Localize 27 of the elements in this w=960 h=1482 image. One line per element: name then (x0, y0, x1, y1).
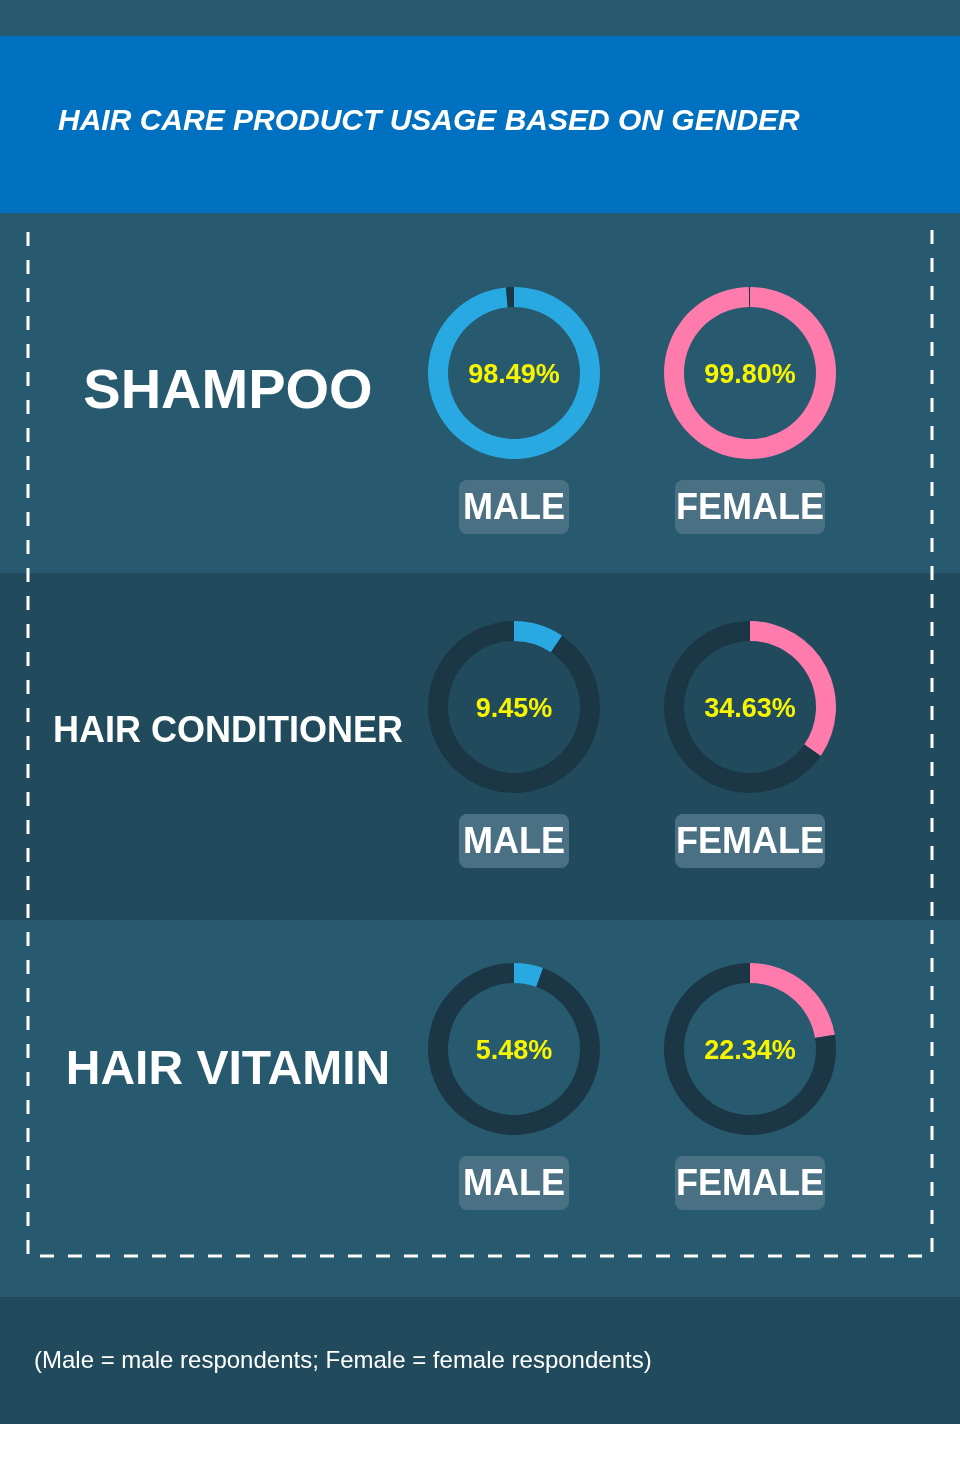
text: FEMALE (676, 820, 824, 861)
text: 34.63% (704, 693, 796, 723)
donut-slice (428, 621, 600, 793)
text: SHAMPOO (83, 357, 373, 420)
text: HAIR CARE PRODUCT USAGE BASED ON GENDER (58, 103, 801, 136)
text: FEMALE (676, 1162, 824, 1203)
donut-slice (428, 287, 600, 459)
donut-slice (505, 287, 514, 308)
donut-slice (514, 963, 544, 987)
donut-slice (428, 963, 600, 1135)
text: MALE (463, 820, 565, 861)
text: 98.49% (468, 359, 560, 389)
text: MALE (463, 486, 565, 527)
text: (Male = male respondents; Female = female respondents) (34, 1346, 652, 1373)
text: FEMALE (676, 486, 824, 527)
donut-slice (514, 621, 563, 653)
text: MALE (463, 1162, 565, 1203)
text: HAIR CONDITIONER (53, 709, 403, 750)
text: HAIR VITAMIN (65, 1041, 391, 1094)
text: 9.45% (475, 693, 553, 723)
text: 5.48% (475, 1035, 553, 1065)
donut-slice (750, 963, 835, 1039)
text: 22.34% (704, 1035, 796, 1065)
donut-slice (664, 963, 836, 1135)
donut-slice (664, 621, 821, 793)
donut-slice (664, 287, 836, 459)
text: 99.80% (704, 359, 796, 389)
